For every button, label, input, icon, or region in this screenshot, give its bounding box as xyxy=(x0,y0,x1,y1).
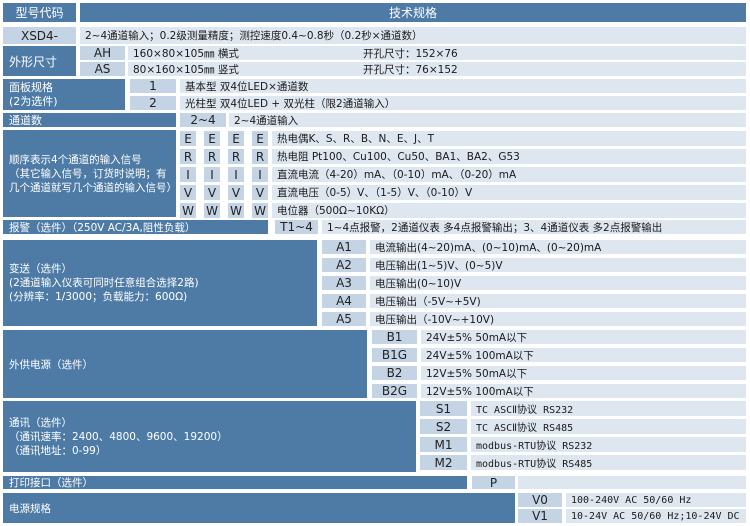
input-desc: 热电偶K、S、R、B、N、E、J、T xyxy=(272,131,746,146)
input-code-cell: R xyxy=(180,149,196,164)
transmit-desc: 电压输出(0~10)V xyxy=(370,276,746,290)
channels-desc: 2~4通道输入 xyxy=(229,113,746,127)
aux-power-code: B2 xyxy=(372,366,417,380)
input-desc: 电位器（500Ω~10KΩ） xyxy=(272,203,746,218)
power-label: 电源规格 xyxy=(3,493,515,523)
input-code-cell: R xyxy=(252,149,268,164)
shape-size: 160×80×105㎜ 横式 xyxy=(133,47,239,60)
aux-power-code: B1G xyxy=(372,348,417,362)
input-desc: 热电阻 Pt100、Cu100、Cu50、BA1、BA2、G53 xyxy=(272,149,746,164)
aux-power-code: B2G xyxy=(372,384,417,398)
input-label: 顺序表示4个通道的输入信号 （其它输入信号，订货时说明；有几个通道就写几个通道的… xyxy=(3,130,176,217)
input-code-cell: W xyxy=(180,203,196,218)
transmit-desc: 电压输出(1~5)V、(0~5)V xyxy=(370,258,746,272)
comm-code: S2 xyxy=(420,419,467,434)
input-code-cell: V xyxy=(228,185,244,200)
print-code: P xyxy=(472,476,515,489)
transmit-desc: 电流输出(4~20)mA、(0~10)mA、(0~20)mA xyxy=(370,240,746,254)
panel-desc-2: 光柱型 双4位LED + 双光柱（限2通道输入） xyxy=(180,96,746,110)
input-code-cell: I xyxy=(204,167,220,182)
input-code-cell: V xyxy=(252,185,268,200)
shape-cutout: 开孔尺寸：76×152 xyxy=(363,63,458,76)
channels-label: 通道数 xyxy=(3,113,176,127)
shape-desc-ah: 160×80×105㎜ 横式 开孔尺寸：152×76 xyxy=(128,46,746,60)
comm-desc: TC ASCⅡ协议 RS232 xyxy=(471,401,746,416)
comm-desc: TC ASCⅡ协议 RS485 xyxy=(471,419,746,434)
input-code-cell: W xyxy=(204,203,220,218)
input-code-cell: V xyxy=(180,185,196,200)
aux-power-desc: 12V±5% 100mA以下 xyxy=(421,384,746,398)
channels-code: 2~4 xyxy=(180,113,226,127)
aux-power-desc: 24V±5% 50mA以下 xyxy=(421,330,746,344)
power-desc: 10-24V AC 50/60 Hz;10-24V DC xyxy=(566,509,746,523)
input-desc: 直流电压（0-5）V、（1-5）V、（0-10）V xyxy=(272,185,746,200)
alarm-code: T1~4 xyxy=(275,220,318,234)
comm-code: S1 xyxy=(420,401,467,416)
panel-label: 面板规格 (2为选件) xyxy=(3,79,125,110)
power-code: V1 xyxy=(518,509,562,523)
transmit-code: A1 xyxy=(322,240,366,254)
input-code-cell: R xyxy=(204,149,220,164)
shape-size: 80×160×105㎜ 竖式 xyxy=(133,63,239,76)
input-code-cell: E xyxy=(252,131,268,146)
aux-power-code: B1 xyxy=(372,330,417,344)
input-code-cell: I xyxy=(228,167,244,182)
transmit-code: A5 xyxy=(322,312,366,326)
transmit-code: A2 xyxy=(322,258,366,272)
shape-code-as: AS xyxy=(80,62,125,76)
input-desc: 直流电流（4-20）mA、（0-10）mA、（0-20）mA xyxy=(272,167,746,182)
comm-code: M2 xyxy=(420,455,467,470)
shape-cutout: 开孔尺寸：152×76 xyxy=(363,47,458,60)
header-spec: 技术规格 xyxy=(80,3,746,22)
transmit-code: A3 xyxy=(322,276,366,290)
print-label: 打印接口（选件） xyxy=(3,476,467,489)
shape-desc-as: 80×160×105㎜ 竖式 开孔尺寸：76×152 xyxy=(128,62,746,76)
transmit-desc: 电压输出（-5V~+5V) xyxy=(370,294,746,308)
panel-code-2: 2 xyxy=(130,96,176,110)
comm-desc: modbus-RTU协议 RS232 xyxy=(471,437,746,452)
input-code-cell: W xyxy=(228,203,244,218)
alarm-label: 报警（选件）（250V AC/3A,阻性负载） xyxy=(3,220,268,234)
input-code-cell: E xyxy=(204,131,220,146)
comm-desc: modbus-RTU协议 RS485 xyxy=(471,455,746,470)
shape-label: 外形尺寸 xyxy=(3,46,76,76)
model-desc: 2~4通道输入；0.2级测量精度；测控速度0.4~0.8秒（0.2秒×通道数） xyxy=(80,27,746,44)
panel-code-1: 1 xyxy=(130,79,176,93)
input-code-cell: V xyxy=(204,185,220,200)
header-code: 型号代码 xyxy=(3,3,76,22)
panel-desc-1: 基本型 双4位LED×通道数 xyxy=(180,79,746,93)
input-code-cell: I xyxy=(252,167,268,182)
power-desc: 100-240V AC 50/60 Hz xyxy=(566,493,746,507)
aux-power-desc: 12V±5% 50mA以下 xyxy=(421,366,746,380)
input-code-cell: E xyxy=(228,131,244,146)
shape-code-ah: AH xyxy=(80,46,125,60)
aux-power-label: 外供电源（选件） xyxy=(3,330,367,398)
model-code: XSD4- xyxy=(3,27,76,44)
input-code-cell: W xyxy=(252,203,268,218)
power-code: V0 xyxy=(518,493,562,507)
aux-power-desc: 24V±5% 100mA以下 xyxy=(421,348,746,362)
transmit-desc: 电压输出（-10V~+10V) xyxy=(370,312,746,326)
alarm-desc: 1~4点报警，2通道仪表 多4点报警输出；3、4通道仪表 多2点报警输出 xyxy=(322,220,746,234)
input-code-cell: R xyxy=(228,149,244,164)
comm-label: 通讯（选件） （通讯速率：2400、4800、9600、19200） （通讯地址… xyxy=(3,401,416,472)
transmit-code: A4 xyxy=(322,294,366,308)
print-desc xyxy=(518,476,746,489)
input-code-cell: I xyxy=(180,167,196,182)
input-code-cell: E xyxy=(180,131,196,146)
transmit-label: 变送（选件） (2通道输入仪表可同时任意组合选择2路) (分辨率：1/3000；… xyxy=(3,240,317,326)
comm-code: M1 xyxy=(420,437,467,452)
